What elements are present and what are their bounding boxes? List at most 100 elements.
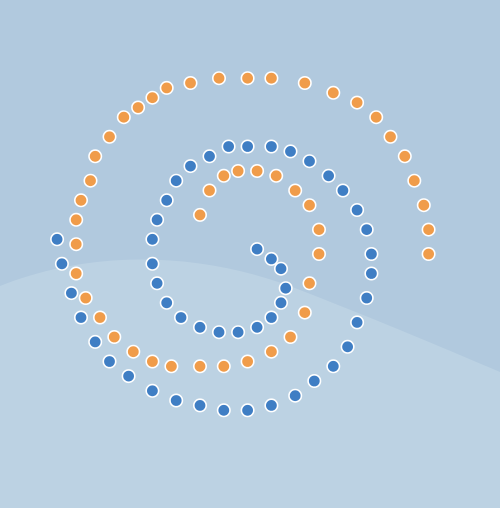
data-point xyxy=(311,247,326,262)
data-point xyxy=(159,80,174,95)
data-point xyxy=(193,320,208,335)
data-point xyxy=(102,129,117,144)
data-point xyxy=(269,168,284,183)
data-point xyxy=(240,403,255,418)
data-point xyxy=(302,198,317,213)
data-point xyxy=(350,315,365,330)
data-point xyxy=(416,198,431,213)
data-point xyxy=(326,85,341,100)
data-point xyxy=(74,193,89,208)
data-point xyxy=(407,173,422,188)
data-point xyxy=(50,232,65,247)
chart-background-band xyxy=(0,259,500,508)
data-point xyxy=(369,110,384,125)
data-point xyxy=(335,183,350,198)
data-point xyxy=(359,290,374,305)
points-layer xyxy=(50,71,436,418)
data-point xyxy=(264,344,279,359)
data-point xyxy=(321,168,336,183)
data-point xyxy=(216,359,231,374)
data-point xyxy=(364,266,379,281)
data-point xyxy=(240,354,255,369)
data-point xyxy=(264,139,279,154)
data-point xyxy=(216,168,231,183)
data-point xyxy=(250,320,265,335)
data-point xyxy=(216,403,231,418)
data-point xyxy=(250,164,265,179)
data-point xyxy=(159,193,174,208)
data-point xyxy=(421,222,436,237)
data-point xyxy=(69,212,84,227)
data-point xyxy=(202,149,217,164)
data-point xyxy=(264,310,279,325)
data-point xyxy=(193,207,208,222)
data-point xyxy=(107,329,122,344)
data-point xyxy=(54,256,69,271)
data-point xyxy=(307,373,322,388)
data-point xyxy=(69,237,84,252)
data-point xyxy=(264,71,279,86)
data-point xyxy=(202,183,217,198)
data-point xyxy=(359,222,374,237)
data-point xyxy=(88,149,103,164)
data-point xyxy=(231,325,246,340)
data-point xyxy=(421,247,436,262)
data-point xyxy=(302,154,317,169)
data-point xyxy=(159,295,174,310)
data-point xyxy=(145,256,160,271)
data-point xyxy=(250,242,265,257)
data-point xyxy=(283,144,298,159)
data-point xyxy=(350,95,365,110)
data-point xyxy=(145,90,160,105)
data-point xyxy=(78,290,93,305)
data-point xyxy=(88,334,103,349)
data-point xyxy=(288,388,303,403)
data-point xyxy=(193,359,208,374)
data-point xyxy=(288,183,303,198)
data-point xyxy=(126,344,141,359)
data-point xyxy=(145,383,160,398)
data-point xyxy=(183,159,198,174)
data-point xyxy=(231,164,246,179)
data-point xyxy=(240,139,255,154)
data-point xyxy=(145,354,160,369)
data-point xyxy=(69,266,84,281)
data-point xyxy=(273,295,288,310)
data-point xyxy=(169,393,184,408)
data-point xyxy=(150,212,165,227)
data-point xyxy=(326,359,341,374)
data-point xyxy=(121,369,136,384)
data-point xyxy=(350,203,365,218)
data-point xyxy=(102,354,117,369)
data-point xyxy=(145,232,160,247)
data-point xyxy=(340,339,355,354)
series-1 xyxy=(50,139,379,418)
data-point xyxy=(397,149,412,164)
data-point xyxy=(150,276,165,291)
data-point xyxy=(278,281,293,296)
data-point xyxy=(240,71,255,86)
data-point xyxy=(174,310,189,325)
data-point xyxy=(183,76,198,91)
data-point xyxy=(193,398,208,413)
data-point xyxy=(264,251,279,266)
data-point xyxy=(74,310,89,325)
data-point xyxy=(264,398,279,413)
data-point xyxy=(221,139,236,154)
data-point xyxy=(93,310,108,325)
data-point xyxy=(164,359,179,374)
data-point xyxy=(297,305,312,320)
data-point xyxy=(273,261,288,276)
data-point xyxy=(364,247,379,262)
data-point xyxy=(383,129,398,144)
data-point xyxy=(297,76,312,91)
data-point xyxy=(83,173,98,188)
data-point xyxy=(212,325,227,340)
data-point xyxy=(116,110,131,125)
data-point xyxy=(311,222,326,237)
data-point xyxy=(283,329,298,344)
data-point xyxy=(131,100,146,115)
data-point xyxy=(302,276,317,291)
